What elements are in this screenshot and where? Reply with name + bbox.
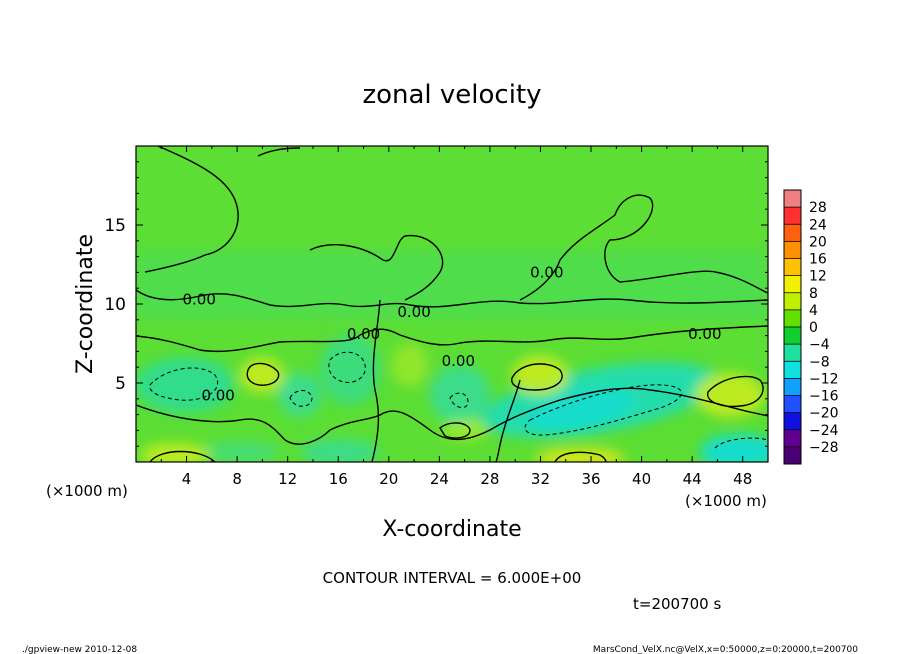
colorbar-swatch	[784, 344, 801, 362]
x-tick-label: 28	[480, 470, 499, 488]
contour-zero-upper	[136, 289, 768, 308]
velocity-field	[136, 250, 768, 462]
contour-zero-vertical	[371, 299, 381, 462]
contour-positive-blob-3	[707, 375, 764, 408]
colorbar-swatch	[784, 361, 801, 379]
y-axis-title: Z-coordinate	[73, 234, 98, 374]
x-tick-label: 8	[232, 470, 242, 488]
contour-top-stub	[257, 147, 301, 157]
plot-area: 0.00 0.00 0.00 0.00 0.00 0.00 0.00	[136, 146, 768, 462]
colorbar-label: −28	[809, 440, 839, 456]
time-label: t=200700 s	[633, 595, 721, 613]
contour-label: 0.00	[530, 263, 563, 281]
contour-negative-4	[524, 384, 682, 436]
contour-label: 0.00	[182, 290, 215, 308]
y-axis: 5 10 15	[104, 161, 768, 447]
colorbar-label: 12	[809, 269, 827, 285]
x-tick-label: 4	[182, 470, 192, 488]
contour-positive-blob-1	[246, 362, 280, 386]
contour-positive-bottom	[554, 451, 607, 462]
contour-label: 0.00	[397, 303, 430, 321]
footer-left: ./gpview-new 2010-12-08	[22, 645, 137, 654]
colorbar-swatch	[784, 395, 801, 414]
chart-title: zonal velocity	[362, 80, 541, 110]
colorbar-swatch	[784, 412, 801, 431]
colorbar-label: 4	[809, 303, 818, 319]
contour-negative-5	[714, 437, 768, 449]
colorbar-label: 0	[809, 320, 818, 336]
colorbar-swatch	[784, 241, 801, 259]
contour-positive-bottom-left	[149, 450, 216, 462]
colorbar-label: 20	[809, 234, 827, 250]
colorbar-label: 8	[809, 286, 818, 302]
colorbar-swatch	[784, 378, 801, 396]
x-tick-label: 48	[733, 470, 752, 488]
contour-zero-band	[136, 325, 768, 353]
contour-label: 0.00	[688, 325, 721, 343]
contour-label: 0.00	[442, 352, 475, 370]
contour-negative-3	[328, 351, 366, 383]
contour-label-layer: 0.00 0.00 0.00 0.00 0.00 0.00 0.00	[182, 263, 721, 404]
contour-lines	[136, 146, 768, 462]
colorbar-label: 28	[809, 200, 827, 216]
colorbar-swatch	[784, 309, 801, 328]
colorbar-label: −8	[809, 354, 830, 370]
contour-zero-vertical-right	[495, 379, 521, 462]
colorbar-label: −24	[809, 423, 839, 439]
colorbar-swatch	[784, 207, 801, 225]
contour-positive-blob-4	[439, 422, 471, 439]
negative-contours	[149, 351, 768, 449]
contour-negative-2	[289, 390, 313, 407]
x-tick-label: 32	[531, 470, 550, 488]
colorbar-swatch	[784, 190, 801, 208]
colorbar-label: −16	[809, 389, 839, 405]
colorbar-swatch	[784, 224, 801, 242]
footer-right: MarsCond_VelX.nc@VelX,x=0:50000,z=0:2000…	[593, 645, 858, 654]
contour-label: 0.00	[347, 325, 380, 343]
contour-zero-cap	[309, 234, 444, 301]
colorbar-label: 16	[809, 252, 827, 268]
x-tick-label: 16	[329, 470, 348, 488]
contour-zero-lower	[136, 387, 768, 445]
contour-interval: CONTOUR INTERVAL = 6.000E+00	[323, 569, 582, 587]
colorbar-swatch	[784, 429, 801, 448]
x-unit-left: (×1000 m)	[46, 482, 128, 500]
contour-positive-blob-2	[511, 363, 563, 391]
contour-label: 0.00	[201, 387, 234, 405]
colorbar-swatch	[784, 327, 801, 345]
x-tick-label: 12	[278, 470, 297, 488]
colorbar-label: 24	[809, 217, 827, 233]
colorbar-swatch	[784, 275, 801, 294]
x-tick-label: 36	[581, 470, 600, 488]
x-tick-label: 20	[379, 470, 398, 488]
contour-zero-left	[144, 146, 239, 273]
contour-zero-right-upper	[519, 194, 768, 301]
contour-negative-6	[449, 392, 469, 408]
colorbar-swatch	[784, 258, 801, 277]
x-axis: 4 8 12 16 20 24 28 32 36 40 44 48	[160, 146, 752, 488]
contour-negative-1	[149, 367, 218, 401]
y-tick-label: 10	[104, 295, 126, 315]
colorbar-label: −12	[809, 371, 839, 387]
x-tick-label: 40	[632, 470, 651, 488]
y-tick-label: 15	[104, 216, 126, 236]
colorbar-swatch	[784, 292, 801, 311]
y-tick-label: 5	[115, 374, 126, 394]
colorbar-label: −20	[809, 406, 839, 422]
x-axis-title: X-coordinate	[382, 517, 521, 542]
x-unit-right: (×1000 m)	[685, 492, 767, 510]
colorbar-label: −4	[809, 337, 830, 353]
x-tick-label: 44	[683, 470, 702, 488]
x-tick-label: 24	[430, 470, 449, 488]
colorbar-swatch	[784, 446, 801, 465]
